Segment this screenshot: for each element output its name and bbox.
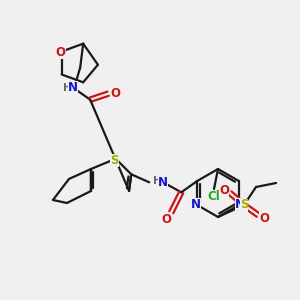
Text: O: O xyxy=(219,184,229,196)
Text: N: N xyxy=(68,81,78,94)
Text: N: N xyxy=(191,197,201,211)
Text: N: N xyxy=(158,176,168,189)
Text: H: H xyxy=(153,176,162,186)
Text: Cl: Cl xyxy=(208,190,220,202)
Text: S: S xyxy=(110,154,119,167)
Text: O: O xyxy=(56,46,66,59)
Text: O: O xyxy=(259,212,269,224)
Text: S: S xyxy=(240,199,248,212)
Text: O: O xyxy=(161,213,171,226)
Text: H: H xyxy=(63,83,72,93)
Text: O: O xyxy=(110,87,120,100)
Text: N: N xyxy=(235,197,245,211)
